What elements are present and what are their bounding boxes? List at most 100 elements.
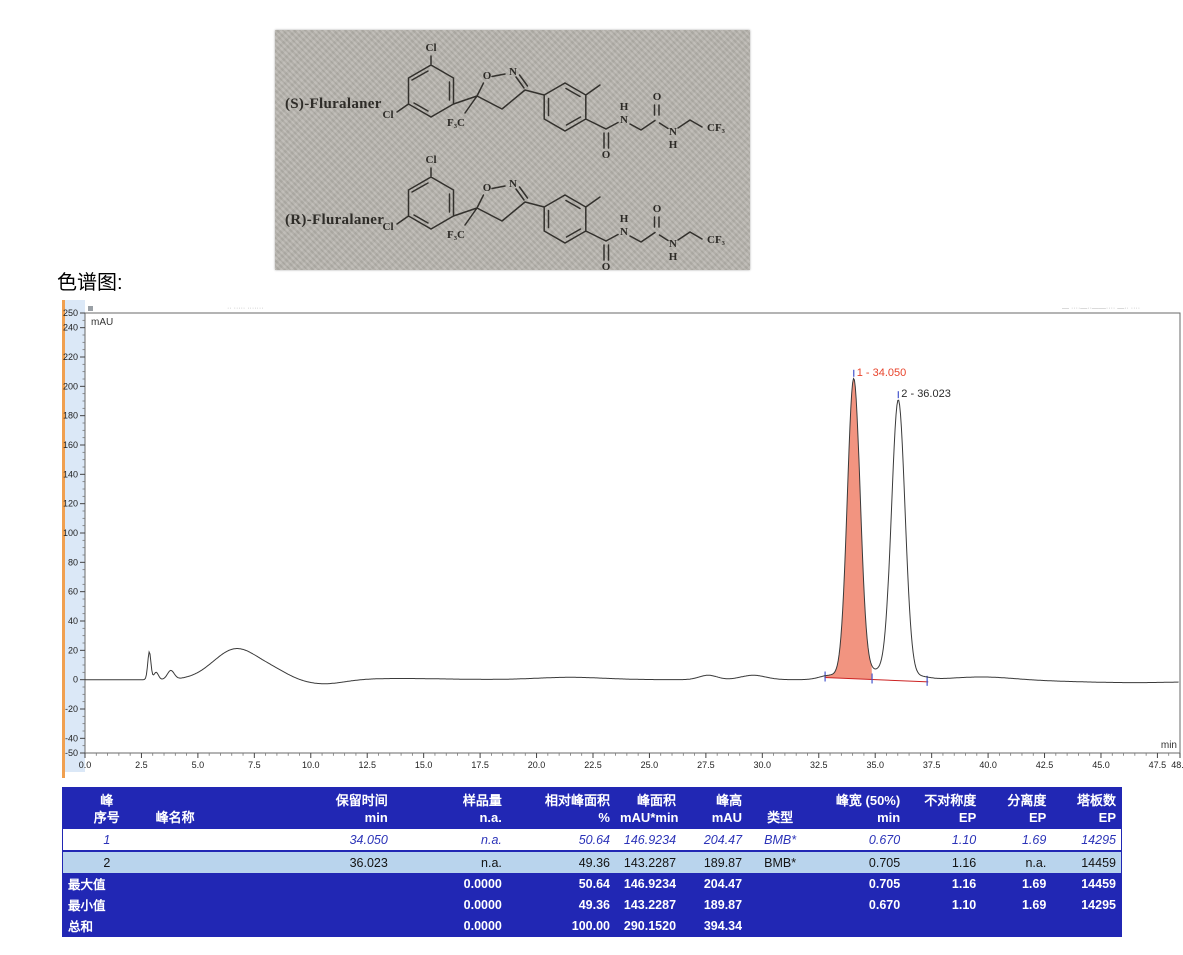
table-row: 最小值 0.0000 49.36 143.2287 189.87 0.670 1.10 1.6… [62, 894, 1122, 915]
y-tick-label: 120 [63, 499, 78, 509]
table-cell: 14295 [1051, 829, 1122, 852]
table-cell: 2 [62, 851, 151, 873]
table-cell: 143.2287 [614, 851, 682, 873]
section-label: 色谱图: [57, 272, 123, 294]
x-tick-label: 10.0 [302, 760, 320, 770]
x-tick-label: 22.5 [584, 760, 602, 770]
x-tick-label: 30.0 [754, 760, 772, 770]
table-cell [981, 915, 1052, 937]
atom-label: N [620, 226, 628, 238]
table-cell: 0.0000 [392, 915, 507, 937]
table-cell: 49.36 [506, 851, 615, 873]
x-unit-label: min [1161, 740, 1177, 751]
atom-label: N [509, 66, 517, 78]
peak-label: 1 - 34.050 [857, 367, 907, 379]
atom-label: H [620, 213, 629, 225]
table-cell: 1.10 [905, 829, 982, 852]
column-header: 样品量 n.a. [392, 787, 507, 829]
y-tick-label: -40 [65, 733, 78, 743]
table-cell [813, 915, 906, 937]
table-cell: 34.050 [300, 829, 393, 852]
y-tick-label: 100 [63, 528, 78, 538]
table-cell [150, 829, 301, 852]
table-header: 峰序号 峰名称 保留时间 min 样品量 n.a. 相对峰面积% 峰面积 mAU*min 峰高 mA… [62, 787, 1122, 829]
table-cell [1051, 915, 1122, 937]
atom-label: O [483, 182, 492, 194]
axis-gutter [65, 300, 85, 772]
atom-label: H [669, 139, 678, 151]
y-tick-label: 250 [63, 308, 78, 318]
atom-label: H [620, 101, 629, 113]
table-cell: BMB* [747, 851, 814, 873]
x-tick-label: 40.0 [979, 760, 997, 770]
column-header: 相对峰面积% [506, 787, 615, 829]
table-cell: 143.2287 [614, 894, 682, 915]
x-tick-label: 48.5 [1171, 760, 1183, 770]
window-artifact [88, 306, 93, 311]
table-cell: 100.00 [506, 915, 615, 937]
atom-label: CF₃ [707, 122, 726, 134]
atom-label: N [669, 126, 677, 138]
table-cell [150, 851, 301, 873]
y-tick-label: 140 [63, 469, 78, 479]
table-cell [747, 873, 814, 894]
atom-label: O [653, 91, 662, 103]
table-row: 2 36.023 n.a. 49.36 143.2287 189.87 BMB* 0.705 1… [62, 851, 1122, 873]
column-header: 峰高 mAU [681, 787, 748, 829]
table-cell: 0.705 [813, 873, 906, 894]
x-tick-label: 0.0 [79, 760, 92, 770]
table-cell: 0.670 [813, 829, 906, 852]
peak1-fill [825, 378, 873, 680]
table-cell: n.a. [392, 829, 507, 852]
table-row: 1 34.050 n.a. 50.64 146.9234 204.47 BMB* 0.670 1… [62, 829, 1122, 852]
table-cell [905, 915, 982, 937]
x-tick-label: 12.5 [358, 760, 376, 770]
structure-photo: Cl Cl O N F₃C O H N O N H CF₃ Cl Cl O N F₃C O H N O N H CF₃ (S… [275, 30, 750, 270]
x-tick-label: 25.0 [641, 760, 659, 770]
x-tick-label: 47.5 [1149, 760, 1167, 770]
atom-label: H [669, 251, 678, 263]
table-cell: 1.10 [905, 894, 982, 915]
column-header: 塔板数 EP [1051, 787, 1122, 829]
x-tick-label: 37.5 [923, 760, 941, 770]
atom-label: N [620, 114, 628, 126]
table-cell: 1.69 [981, 894, 1052, 915]
y-tick-label: 160 [63, 440, 78, 450]
y-tick-label: 220 [63, 352, 78, 362]
faint-header-right: — ····—··——···· —·· ···· [1062, 305, 1140, 312]
column-header: 峰面积 mAU*min [614, 787, 682, 829]
table-cell: 0.670 [813, 894, 906, 915]
x-tick-label: 35.0 [866, 760, 884, 770]
summary-label: 最大值 [62, 873, 393, 894]
column-header: 不对称度 EP [905, 787, 982, 829]
x-tick-label: 7.5 [248, 760, 261, 770]
column-header: 保留时间 min [300, 787, 393, 829]
table-cell: 146.9234 [614, 873, 682, 894]
x-tick-label: 5.0 [192, 760, 205, 770]
table-cell: 394.34 [681, 915, 748, 937]
y-tick-label: 60 [68, 587, 78, 597]
window-edge-stripe [62, 300, 65, 778]
y-tick-label: 180 [63, 411, 78, 421]
table-cell [747, 894, 814, 915]
table-cell: 204.47 [681, 829, 748, 852]
x-tick-label: 27.5 [697, 760, 715, 770]
table-cell: 189.87 [681, 851, 748, 873]
y-unit-label: mAU [91, 317, 113, 328]
column-header: 峰序号 [62, 787, 151, 829]
y-tick-label: -50 [65, 748, 78, 758]
table-cell: 36.023 [300, 851, 393, 873]
y-tick-label: 0 [73, 675, 78, 685]
atom-label: CF₃ [707, 234, 726, 246]
atom-label: F₃C [447, 229, 465, 241]
atom-label: O [602, 261, 611, 270]
table-cell: 50.64 [506, 873, 615, 894]
atom-label: F₃C [447, 117, 465, 129]
y-tick-label: 20 [68, 645, 78, 655]
y-tick-label: 200 [63, 381, 78, 391]
